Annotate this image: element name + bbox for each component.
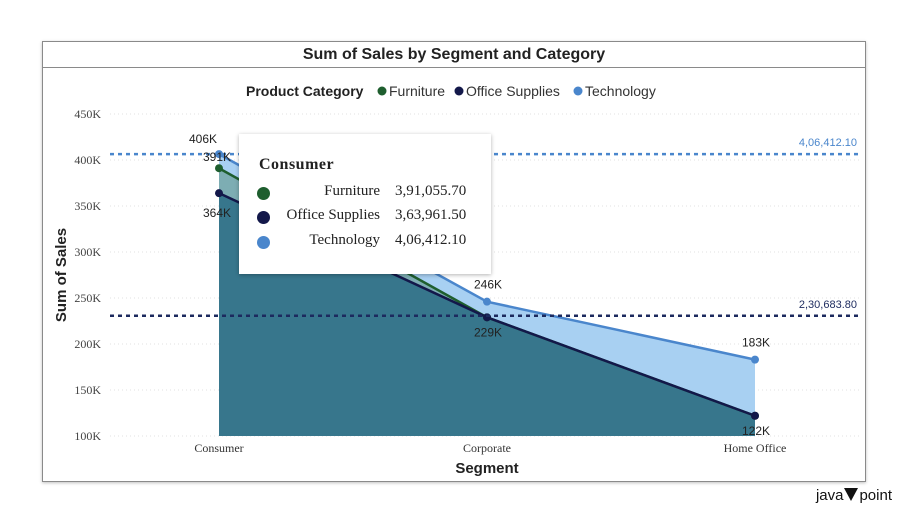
y-tick-label: 250K [74, 291, 101, 305]
reference-line-label: 4,06,412.10 [799, 137, 857, 149]
legend-title: Product Category [246, 83, 364, 99]
tooltip-value: 3,63,961.50 [395, 207, 467, 223]
data-point [483, 313, 491, 322]
tooltip-title: Consumer [259, 156, 335, 173]
legend-item: Office Supplies [466, 83, 560, 99]
tooltip-row-furniture: Furniture 3,91,055.70 [257, 183, 487, 205]
x-tick-label: Consumer [194, 441, 243, 455]
legend-marker [377, 86, 387, 96]
data-label: 246K [474, 278, 502, 292]
data-point [483, 297, 491, 306]
legend-item: Technology [585, 83, 656, 99]
data-point [751, 355, 759, 364]
tooltip-dot-furniture [257, 187, 270, 200]
y-axis-title: Sum of Sales [53, 228, 70, 322]
y-tick-label: 200K [74, 337, 101, 351]
brand-right: point [859, 487, 892, 504]
x-tick-label: Corporate [463, 441, 511, 455]
tooltip-row-office-supplies: Office Supplies 3,63,961.50 [257, 207, 487, 229]
data-point [215, 150, 223, 159]
legend-marker [573, 86, 583, 96]
tooltip: Consumer Furniture 3,91,055.70 Office Su… [239, 134, 491, 274]
data-label: 364K [203, 206, 231, 220]
tooltip-value: 3,91,055.70 [395, 183, 467, 199]
data-label: 122K [742, 424, 770, 438]
data-point [215, 189, 223, 198]
y-tick-label: 450K [74, 107, 101, 121]
legend-item: Furniture [389, 83, 445, 99]
tooltip-dot-technology [257, 236, 270, 249]
data-label: 183K [742, 336, 770, 350]
data-label: 229K [474, 325, 502, 339]
tooltip-row-technology: Technology 4,06,412.10 [257, 232, 487, 254]
tooltip-dot-office-supplies [257, 211, 270, 224]
y-tick-label: 150K [74, 383, 101, 397]
x-axis-title: Segment [455, 460, 518, 477]
y-tick-label: 300K [74, 245, 101, 259]
data-point [215, 164, 223, 173]
tooltip-name: Office Supplies [286, 207, 380, 223]
tooltip-name: Furniture [324, 183, 380, 199]
data-label: 391K [203, 150, 231, 164]
data-point [751, 411, 759, 420]
y-tick-label: 100K [74, 429, 101, 443]
y-tick-label: 350K [74, 199, 101, 213]
brand-logo: java point [816, 487, 892, 504]
x-tick-label: Home Office [724, 441, 787, 455]
data-label: 406K [189, 132, 217, 146]
reference-line-label: 2,30,683.80 [799, 299, 857, 311]
legend-marker [454, 86, 464, 96]
brand-left: java [815, 487, 844, 504]
tooltip-name: Technology [309, 232, 380, 248]
tooltip-value: 4,06,412.10 [395, 232, 467, 248]
chart-title: Sum of Sales by Segment and Category [43, 42, 865, 68]
area-furniture [219, 168, 755, 436]
area-office-supplies [219, 193, 755, 436]
y-tick-label: 400K [74, 153, 101, 167]
brand-triangle-icon [844, 488, 859, 501]
